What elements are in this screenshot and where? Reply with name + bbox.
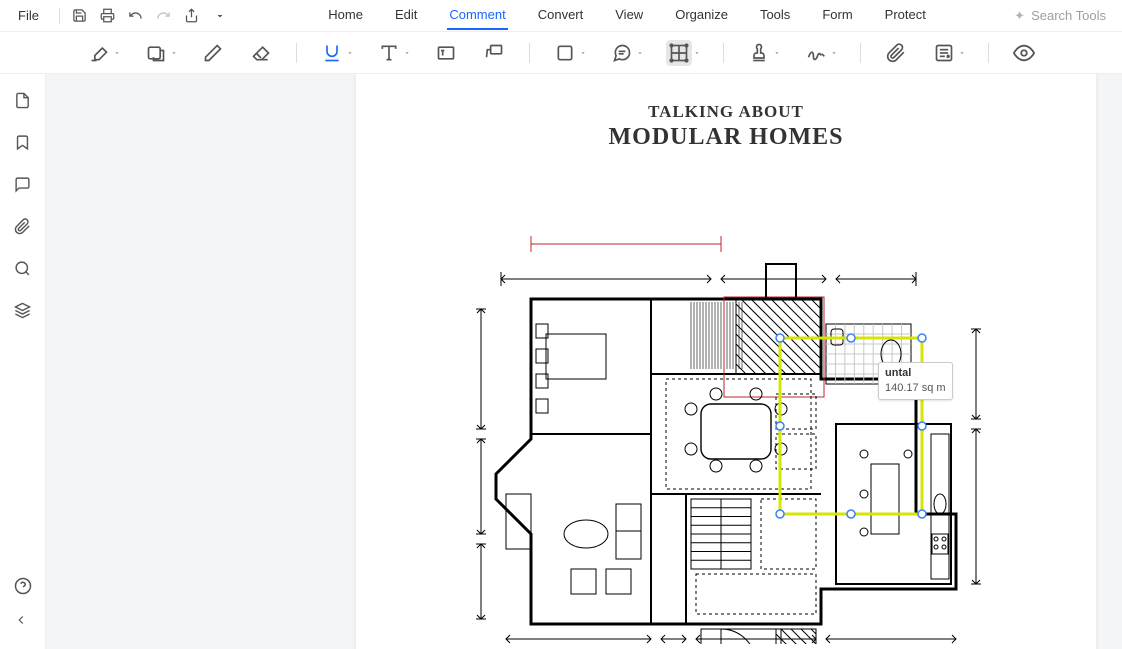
menu-form[interactable]: Form	[820, 1, 854, 30]
signature-icon[interactable]	[803, 40, 829, 66]
doc-title-line2: MODULAR HOMES	[356, 124, 1096, 151]
highlighter-icon-dropdown[interactable]	[113, 49, 121, 57]
eraser-icon[interactable]	[248, 40, 274, 66]
menu-edit[interactable]: Edit	[393, 1, 419, 30]
measurement-label: untal	[885, 366, 946, 381]
share-icon[interactable]	[184, 8, 200, 24]
callout-icon[interactable]	[481, 40, 507, 66]
menu-comment[interactable]: Comment	[447, 1, 507, 30]
top-menubar: File Home Edit Comment Convert View Orga…	[0, 0, 1122, 32]
file-menu[interactable]: File	[10, 4, 47, 27]
doc-title-line1: TALKING ABOUT	[356, 102, 1096, 122]
main-area: TALKING ABOUT MODULAR HOMES untal 140.17…	[0, 74, 1122, 649]
sparkle-icon: ✦	[1014, 8, 1025, 24]
measurement-value: 140.17 sq m	[885, 381, 946, 396]
collapse-sidebar-icon[interactable]	[14, 613, 32, 631]
measure-icon-dropdown[interactable]	[693, 49, 701, 57]
left-sidebar	[0, 74, 46, 649]
menu-tools[interactable]: Tools	[758, 1, 792, 30]
manage-comments-icon-dropdown[interactable]	[958, 49, 966, 57]
print-icon[interactable]	[100, 8, 116, 24]
qat-more-icon[interactable]	[212, 8, 228, 24]
menu-convert[interactable]: Convert	[536, 1, 586, 30]
save-icon[interactable]	[72, 8, 88, 24]
attach-icon[interactable]	[883, 40, 909, 66]
pencil-icon[interactable]	[200, 40, 226, 66]
underline-icon[interactable]	[319, 40, 345, 66]
manage-comments-icon[interactable]	[931, 40, 957, 66]
attachments-panel-icon[interactable]	[14, 218, 32, 236]
comments-panel-icon[interactable]	[14, 176, 32, 194]
measurement-tooltip: untal 140.17 sq m	[878, 362, 953, 400]
underline-icon-dropdown[interactable]	[346, 49, 354, 57]
search-tools-label: Search Tools	[1031, 8, 1106, 23]
bookmarks-icon[interactable]	[14, 134, 32, 152]
textbox-icon[interactable]	[433, 40, 459, 66]
floorplan-drawing	[476, 174, 1046, 644]
stamp-icon-dropdown[interactable]	[773, 49, 781, 57]
main-menu-tabs: Home Edit Comment Convert View Organize …	[240, 1, 1014, 30]
shape-icon-dropdown[interactable]	[579, 49, 587, 57]
text-icon-dropdown[interactable]	[403, 49, 411, 57]
comment-toolbar	[0, 32, 1122, 74]
document-page: TALKING ABOUT MODULAR HOMES	[356, 74, 1096, 649]
signature-icon-dropdown[interactable]	[830, 49, 838, 57]
menu-view[interactable]: View	[613, 1, 645, 30]
hide-comments-icon[interactable]	[1011, 40, 1037, 66]
help-icon[interactable]	[14, 577, 32, 595]
document-canvas[interactable]: TALKING ABOUT MODULAR HOMES untal 140.17…	[46, 74, 1122, 649]
undo-icon[interactable]	[128, 8, 144, 24]
area-highlight-icon-dropdown[interactable]	[170, 49, 178, 57]
quick-access-toolbar	[59, 8, 240, 24]
layers-panel-icon[interactable]	[14, 302, 32, 320]
highlighter-icon[interactable]	[86, 40, 112, 66]
menu-organize[interactable]: Organize	[673, 1, 730, 30]
menu-home[interactable]: Home	[326, 1, 365, 30]
stamp-icon[interactable]	[746, 40, 772, 66]
note-icon-dropdown[interactable]	[636, 49, 644, 57]
search-tools[interactable]: ✦ Search Tools	[1014, 8, 1106, 24]
menu-protect[interactable]: Protect	[883, 1, 928, 30]
search-panel-icon[interactable]	[14, 260, 32, 278]
page-thumbs-icon[interactable]	[14, 92, 32, 110]
shape-icon[interactable]	[552, 40, 578, 66]
note-icon[interactable]	[609, 40, 635, 66]
measure-icon[interactable]	[666, 40, 692, 66]
text-icon[interactable]	[376, 40, 402, 66]
redo-icon[interactable]	[156, 8, 172, 24]
area-highlight-icon[interactable]	[143, 40, 169, 66]
